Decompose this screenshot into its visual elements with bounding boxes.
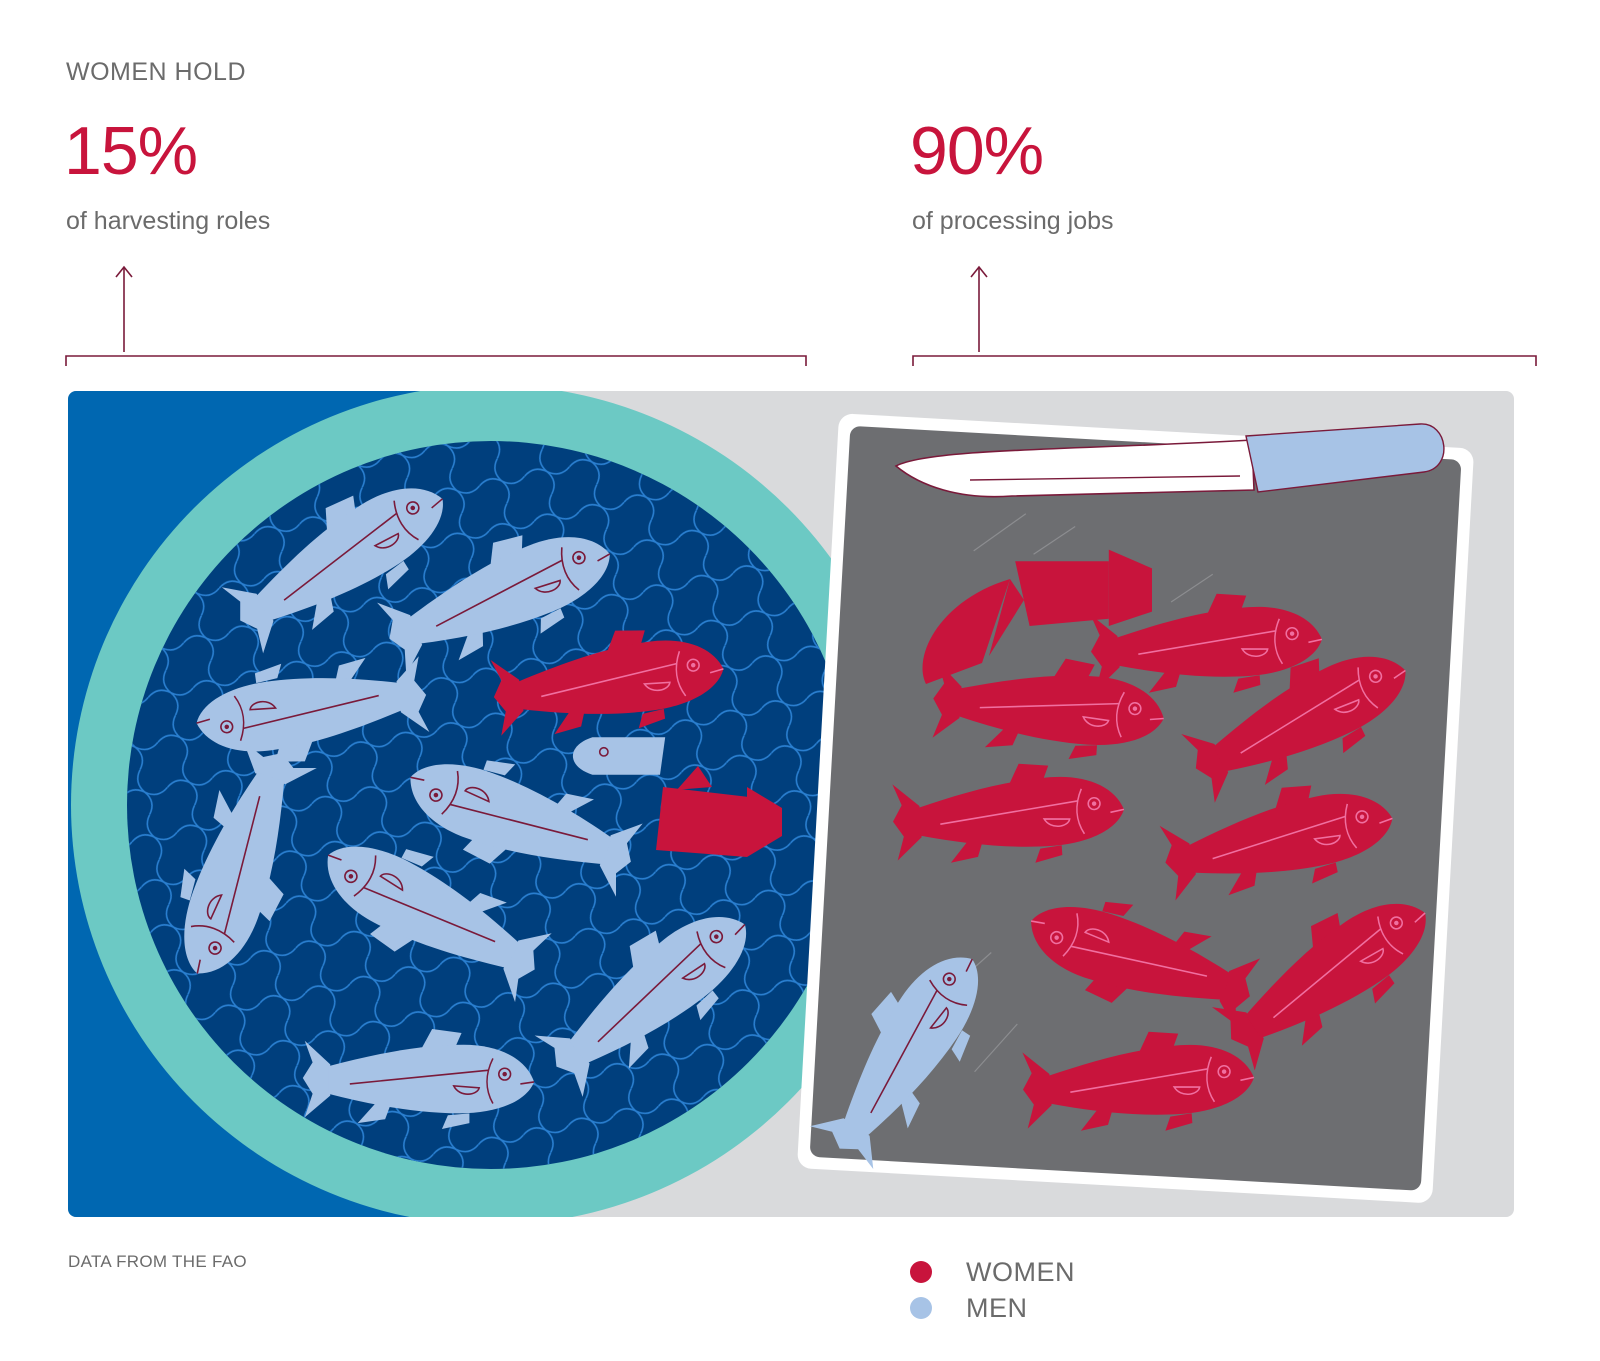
legend-label-women: WOMEN bbox=[966, 1256, 1075, 1287]
women-fish-group-board bbox=[889, 549, 1452, 1141]
women-fish-group-net bbox=[487, 616, 782, 857]
legend: WOMEN MEN bbox=[910, 1254, 1075, 1326]
men-fish-group bbox=[152, 453, 775, 1129]
processing-percentage: 90% bbox=[910, 113, 1044, 189]
knife-icon bbox=[894, 423, 1445, 498]
data-source: DATA FROM THE FAO bbox=[68, 1252, 247, 1271]
processing-label: of processing jobs bbox=[912, 207, 1114, 235]
harvesting-percentage: 15% bbox=[64, 113, 198, 189]
processing-connector bbox=[912, 265, 1537, 366]
legend-item-women: WOMEN bbox=[910, 1254, 1075, 1290]
women-dot-icon bbox=[910, 1261, 932, 1283]
harvesting-connector bbox=[65, 265, 807, 366]
eyebrow-title: WOMEN HOLD bbox=[66, 58, 246, 86]
legend-item-men: MEN bbox=[910, 1290, 1075, 1326]
harvesting-label: of harvesting roles bbox=[66, 207, 271, 235]
men-dot-icon bbox=[910, 1297, 932, 1319]
legend-label-men: MEN bbox=[966, 1292, 1028, 1323]
